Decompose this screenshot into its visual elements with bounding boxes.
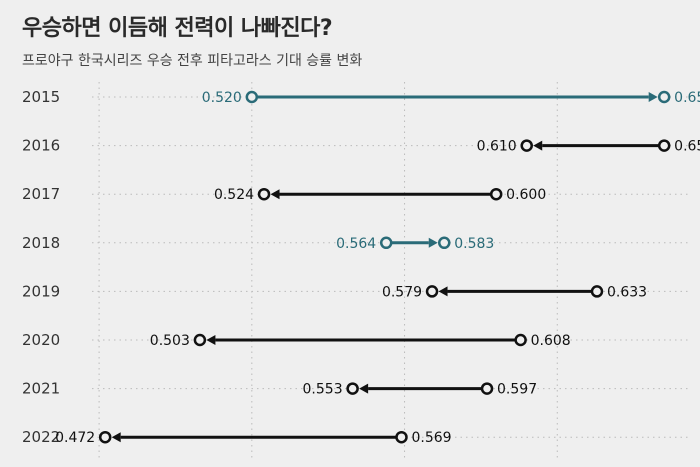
value-label-high: 0.597 (497, 382, 537, 398)
arrow-head (438, 286, 448, 297)
before-point (480, 382, 494, 395)
before-point (245, 90, 259, 104)
after-point (425, 285, 439, 298)
before-point (590, 285, 604, 298)
value-label-high: 0.569 (411, 430, 451, 446)
arrow-head (428, 237, 438, 248)
value-label-low: 0.553 (303, 382, 343, 398)
before-point (395, 430, 408, 444)
value-label-low: 0.520 (202, 90, 242, 106)
year-label: 2017 (22, 185, 60, 203)
year-label: 2019 (22, 282, 60, 300)
row-2020: 2020 0.503 0.608 (22, 331, 690, 349)
value-label-high: 0.600 (506, 187, 546, 203)
year-label: 2016 (22, 137, 60, 155)
arrow-head (206, 335, 216, 345)
value-label-high: 0.583 (454, 236, 494, 252)
year-label: 2015 (22, 88, 60, 106)
value-label-high: 0.633 (607, 284, 647, 300)
after-point (257, 187, 271, 201)
after-point (657, 90, 671, 104)
before-point (379, 236, 393, 250)
value-label-high: 0.608 (531, 333, 571, 349)
year-label: 2020 (22, 331, 60, 349)
chart-rows: 2015 0.520 0.655 2016 0.610 0.655 2017 0.524 0.6… (22, 88, 700, 446)
row-2018: 2018 0.564 0.583 (22, 234, 690, 252)
value-label-low: 0.610 (477, 139, 517, 155)
after-point (193, 333, 207, 347)
value-label-low: 0.503 (150, 333, 190, 349)
arrow-head (359, 383, 369, 394)
value-label-high: 0.655 (674, 90, 700, 106)
arrow-head (533, 140, 543, 151)
year-label: 2018 (22, 234, 60, 252)
value-label-low: 0.564 (336, 236, 376, 252)
after-point (98, 430, 112, 444)
value-label-high: 0.655 (674, 139, 700, 155)
chart-title: 우승하면 이듬해 전력이 나빠진다? (22, 16, 333, 41)
row-2015: 2015 0.520 0.655 (22, 88, 700, 106)
value-label-low: 0.472 (55, 430, 95, 446)
year-label: 2022 (22, 428, 60, 446)
arrow-head (111, 432, 121, 443)
arrow-head (648, 92, 658, 102)
after-point (438, 236, 451, 250)
row-2016: 2016 0.610 0.655 (22, 137, 700, 155)
after-point (346, 382, 359, 395)
arrow-head (270, 189, 280, 200)
before-point (657, 139, 671, 152)
row-2021: 2021 0.553 0.597 (22, 380, 690, 398)
value-label-low: 0.524 (214, 187, 254, 203)
year-label: 2021 (22, 380, 60, 398)
chart-subtitle: 프로야구 한국시리즈 우승 전후 피타고라스 기대 승률 변화 (22, 53, 363, 69)
value-label-low: 0.579 (382, 284, 422, 300)
row-2017: 2017 0.524 0.600 (22, 185, 690, 203)
row-2019: 2019 0.579 0.633 (22, 282, 690, 300)
before-point (489, 187, 503, 201)
before-point (514, 333, 527, 347)
after-point (520, 139, 533, 152)
